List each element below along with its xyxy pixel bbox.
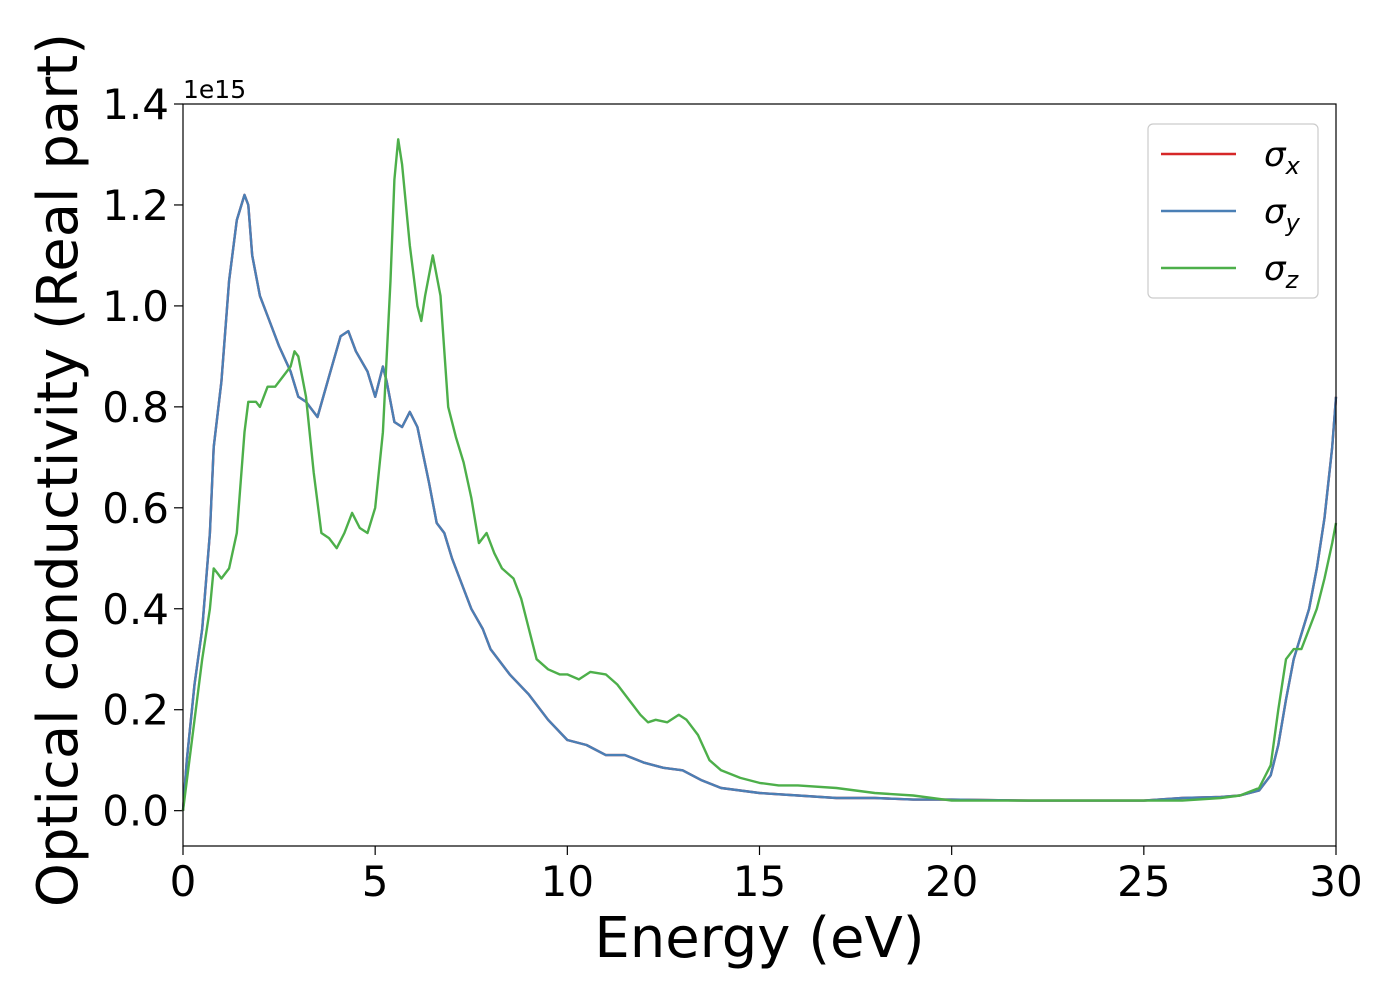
- y-axis-offset-label: 1e15: [183, 75, 246, 104]
- x-tick-label: 0: [170, 857, 197, 906]
- y-tick-label: 1.0: [102, 282, 169, 331]
- x-tick-label: 30: [1309, 857, 1362, 906]
- legend-label-y: σy: [1264, 192, 1301, 237]
- x-tick-label: 15: [733, 857, 786, 906]
- plot-area: 0 5 10 15 20 25 30 0.0 0.2 0.4 0.6 0.8 1.0 1.2 1.4: [102, 80, 1363, 906]
- y-tick-label: 0.6: [102, 484, 169, 533]
- y-axis-label: Optical conductivity (Real part): [26, 33, 91, 907]
- y-axis: 0.0 0.2 0.4 0.6 0.8 1.0 1.2 1.4: [102, 80, 183, 836]
- plot-background: [183, 104, 1336, 846]
- y-tick-label: 0.8: [102, 383, 169, 432]
- legend-subscript: y: [1285, 209, 1301, 237]
- y-tick-label: 0.2: [102, 686, 169, 735]
- x-tick-label: 10: [541, 857, 594, 906]
- x-tick-label: 5: [362, 857, 389, 906]
- legend-symbol: σ: [1264, 249, 1287, 289]
- plot-frame: [182, 103, 1337, 847]
- x-axis-label: Energy (eV): [594, 906, 924, 971]
- x-axis: 0 5 10 15 20 25 30: [170, 846, 1363, 906]
- x-tick-label: 25: [1117, 857, 1170, 906]
- legend-symbol: σ: [1264, 192, 1287, 232]
- series-lines: [181, 138, 1338, 811]
- series-line-y: [181, 193, 1338, 811]
- x-tick-label: 20: [925, 857, 978, 906]
- series-line-z: [181, 138, 1338, 811]
- legend-subscript: z: [1285, 266, 1300, 294]
- legend-label-z: σz: [1264, 249, 1300, 294]
- y-tick-label: 1.4: [102, 80, 169, 129]
- legend-subscript: x: [1285, 152, 1301, 180]
- legend-symbol: σ: [1264, 135, 1287, 175]
- y-tick-label: 0.4: [102, 585, 169, 634]
- legend-label-x: σx: [1264, 135, 1301, 180]
- y-tick-label: 0.0: [102, 787, 169, 836]
- y-tick-label: 1.2: [102, 181, 169, 230]
